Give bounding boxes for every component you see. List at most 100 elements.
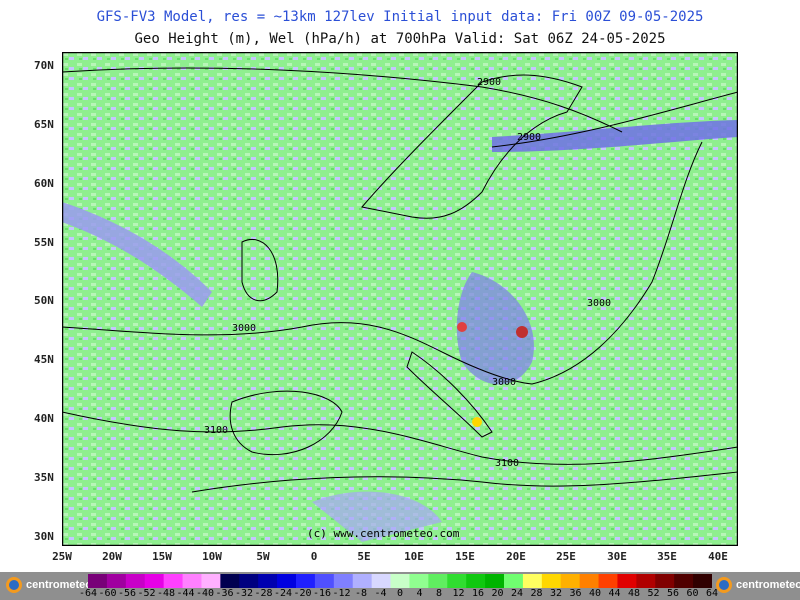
- colorbar-swatch: [144, 574, 165, 588]
- colorbar-swatch: [333, 574, 354, 588]
- colorbar-label: -28: [254, 588, 273, 599]
- colorbar-swatch: [88, 574, 108, 588]
- longitude-label: 15E: [455, 550, 475, 563]
- colorbar-swatch: [201, 574, 221, 588]
- contour-3000-west: [62, 322, 443, 353]
- colorbar-swatch: [182, 574, 202, 588]
- longitude-label: 30E: [607, 550, 627, 563]
- coastline-british-isles: [241, 239, 279, 302]
- weather-map: 2900 2900 3000 3000 3000 3100 3100 (c) w…: [62, 52, 738, 546]
- colorbar-label: 36: [569, 588, 582, 599]
- latitude-label: 30N: [34, 530, 54, 543]
- colorbar-label: 16: [471, 588, 485, 599]
- latitude-label: 55N: [34, 236, 54, 249]
- positive-cell-italy: [472, 417, 482, 427]
- longitude-label: 10E: [404, 550, 424, 563]
- longitude-label: 20W: [102, 550, 122, 563]
- longitude-label: 40E: [708, 550, 728, 563]
- colorbar-label: 48: [627, 588, 641, 599]
- colorbar-swatch: [409, 574, 429, 588]
- colorbar-swatch: [277, 574, 297, 588]
- contour-label: 3000: [587, 298, 611, 309]
- colorbar-label: -32: [234, 588, 254, 599]
- longitude-label: 15W: [152, 550, 172, 563]
- colorbar-swatch: [560, 574, 581, 588]
- colorbar-label: -12: [332, 588, 351, 599]
- coastline-scandinavia: [361, 74, 583, 219]
- coastline-north-africa: [191, 471, 738, 493]
- latitude-label: 70N: [34, 59, 54, 72]
- map-title-line-1: GFS-FV3 Model, res = ~13km 127lev Initia…: [96, 9, 704, 25]
- latitude-label: 35N: [34, 471, 54, 484]
- latitude-label: 40N: [34, 412, 54, 425]
- colorbar-swatch: [636, 574, 656, 588]
- colorbar-label: -64: [78, 588, 98, 599]
- colorbar-swatch: [428, 574, 448, 588]
- colorbar-swatch: [579, 574, 600, 588]
- colorbar-label: -40: [195, 588, 215, 599]
- contour-label: 2900: [477, 77, 501, 88]
- colorbar-label: 32: [549, 588, 563, 599]
- colorbar-label: -4: [374, 588, 387, 599]
- latitude-label: 60N: [34, 177, 54, 190]
- contour-label: 3100: [204, 425, 228, 436]
- contour-2900-north: [62, 67, 623, 133]
- longitude-label: 5E: [357, 550, 371, 563]
- logo-right: centrometeo: [716, 574, 800, 596]
- longitude-label: 35E: [657, 550, 677, 563]
- colorbar-swatch: [541, 574, 562, 588]
- colorbar-label: 12: [452, 588, 465, 599]
- colorbar-label: -8: [354, 588, 368, 599]
- colorbar-label: -36: [215, 588, 234, 599]
- map-title-line-2: Geo Height (m), Wel (hPa/h) at 700hPa Va…: [134, 31, 666, 47]
- longitude-label: 10W: [202, 550, 222, 563]
- colorbar: [88, 574, 712, 588]
- contour-2900-east: [491, 91, 738, 148]
- contour-3000-east: [441, 141, 703, 385]
- colorbar-swatch: [485, 574, 505, 588]
- negative-area-mediterranean: [312, 491, 442, 542]
- longitude-label: 5W: [256, 550, 270, 563]
- contour-label: 3000: [492, 377, 516, 388]
- colorbar-swatch: [239, 574, 259, 588]
- logo-left: centrometeo: [6, 574, 92, 596]
- longitude-label: 20E: [506, 550, 526, 563]
- colorbar-label: 56: [666, 588, 680, 599]
- logo-right-text: centrometeo: [736, 579, 800, 591]
- colorbar-label: 52: [647, 588, 660, 599]
- colorbar-swatch: [390, 574, 410, 588]
- negative-area-europe: [456, 272, 534, 385]
- colorbar-label: 4: [416, 588, 423, 599]
- contour-label: 3000: [232, 323, 256, 334]
- latitude-label: 45N: [34, 353, 54, 366]
- colorbar-swatch: [258, 574, 278, 588]
- colorbar-swatch: [655, 574, 675, 588]
- longitude-label: 25E: [556, 550, 576, 563]
- colorbar-label: 8: [435, 588, 443, 599]
- colorbar-label: 40: [588, 588, 602, 599]
- positive-cell-adriatic: [457, 322, 467, 332]
- logo-ring-icon: [716, 577, 732, 593]
- colorbar-swatch: [693, 574, 712, 588]
- contour-label: 2900: [517, 132, 541, 143]
- colorbar-swatch: [296, 574, 316, 588]
- colorbar-label: 44: [608, 588, 621, 599]
- colorbar-swatch: [220, 574, 240, 588]
- colorbar-swatch: [466, 574, 486, 588]
- colorbar-swatch: [371, 574, 392, 588]
- positive-cell-balkans: [516, 326, 528, 338]
- map-border: [62, 52, 738, 546]
- map-watermark: (c) www.centrometeo.com: [307, 527, 460, 540]
- negative-band-scandinavia: [492, 120, 738, 152]
- colorbar-label: -56: [117, 588, 137, 599]
- longitude-label: 25W: [52, 550, 72, 563]
- colorbar-swatch: [617, 574, 637, 588]
- colorbar-label: 60: [686, 588, 699, 599]
- longitude-label: 0: [310, 550, 318, 563]
- contour-3100: [62, 411, 738, 465]
- logo-left-text: centrometeo: [26, 579, 93, 591]
- colorbar-label: -60: [98, 588, 117, 599]
- colorbar-swatch: [314, 574, 335, 588]
- colorbar-label: 20: [491, 588, 504, 599]
- colorbar-label: 24: [510, 588, 524, 599]
